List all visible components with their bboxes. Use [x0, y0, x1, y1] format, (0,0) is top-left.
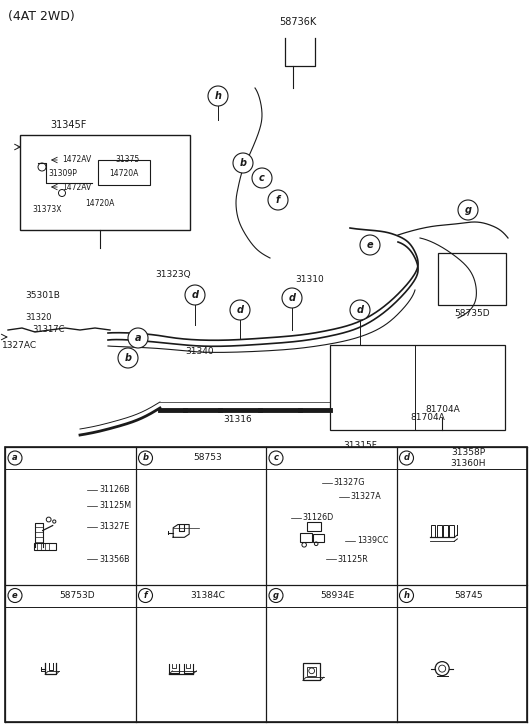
Text: 31310: 31310 [295, 276, 324, 284]
Bar [303, 663, 320, 680]
Circle shape [400, 451, 413, 465]
Text: 58753D: 58753D [59, 591, 95, 600]
Text: d: d [403, 454, 410, 462]
Text: 58736K: 58736K [279, 17, 317, 27]
Bar [20, 135, 190, 230]
Text: 1472AV: 1472AV [62, 156, 92, 164]
Text: d: d [356, 305, 363, 315]
Circle shape [233, 153, 253, 173]
Bar [431, 526, 436, 537]
Text: 81704A: 81704A [425, 406, 460, 414]
Text: 1472AV: 1472AV [62, 182, 92, 191]
Text: 14720A: 14720A [109, 169, 139, 177]
Text: h: h [403, 591, 410, 600]
Text: 35301B: 35301B [25, 291, 60, 300]
Text: 58753: 58753 [193, 454, 222, 462]
Circle shape [118, 348, 138, 368]
Text: 1327AC: 1327AC [2, 340, 37, 350]
Text: c: c [273, 454, 278, 462]
Text: 31358P
31360H: 31358P 31360H [451, 449, 486, 467]
Circle shape [350, 300, 370, 320]
Circle shape [269, 451, 283, 465]
Text: 31309P: 31309P [48, 169, 77, 177]
Text: a: a [12, 454, 18, 462]
Text: 14720A: 14720A [85, 198, 114, 207]
Text: 31375: 31375 [115, 156, 139, 164]
Text: 31327E: 31327E [99, 522, 129, 531]
Circle shape [138, 588, 153, 603]
Text: e: e [12, 591, 18, 600]
Text: 81704A: 81704A [410, 414, 445, 422]
Bar [307, 667, 317, 676]
Circle shape [268, 190, 288, 210]
Text: f: f [144, 591, 147, 600]
Text: 31126B: 31126B [99, 486, 130, 494]
Circle shape [282, 288, 302, 308]
Circle shape [185, 285, 205, 305]
Text: b: b [124, 353, 131, 363]
Text: g: g [464, 205, 471, 215]
Bar [34, 542, 56, 550]
Text: (4AT 2WD): (4AT 2WD) [8, 10, 75, 23]
Text: 31340: 31340 [186, 348, 214, 356]
Bar [98, 160, 150, 185]
Text: 31125M: 31125M [99, 502, 131, 510]
Bar [313, 534, 323, 542]
Text: 58934E: 58934E [321, 591, 355, 600]
Text: 31323Q: 31323Q [155, 270, 190, 279]
Bar [330, 345, 505, 430]
Text: d: d [237, 305, 244, 315]
Text: 31345F: 31345F [50, 120, 86, 130]
Bar [307, 522, 321, 531]
Text: 31373X: 31373X [32, 206, 62, 214]
Bar [438, 253, 506, 305]
Text: 31317C: 31317C [32, 326, 64, 334]
Text: 31126D: 31126D [303, 513, 334, 522]
Circle shape [230, 300, 250, 320]
Bar [449, 526, 454, 537]
Text: 31384C: 31384C [190, 591, 225, 600]
Circle shape [8, 451, 22, 465]
Circle shape [458, 200, 478, 220]
Text: 31320: 31320 [25, 313, 52, 323]
Circle shape [138, 451, 153, 465]
Text: g: g [273, 591, 279, 600]
Text: 31327A: 31327A [351, 492, 381, 501]
Text: 31356B: 31356B [99, 555, 130, 563]
Text: 31316: 31316 [223, 416, 252, 425]
Circle shape [128, 328, 148, 348]
Text: e: e [367, 240, 373, 250]
Text: 58735D: 58735D [454, 308, 490, 318]
Text: b: b [143, 454, 148, 462]
Text: h: h [214, 91, 221, 101]
Circle shape [8, 588, 22, 603]
Text: 31315F: 31315F [343, 441, 377, 449]
Bar [443, 526, 447, 537]
Text: 31327G: 31327G [334, 478, 365, 487]
Text: 1339CC: 1339CC [358, 536, 389, 545]
Bar [5, 447, 527, 722]
Circle shape [269, 588, 283, 603]
Text: 31125R: 31125R [338, 555, 369, 563]
Text: f: f [276, 195, 280, 205]
Text: d: d [288, 293, 295, 303]
Text: c: c [259, 173, 265, 183]
Text: b: b [239, 158, 246, 168]
Text: d: d [192, 290, 198, 300]
Text: a: a [135, 333, 142, 343]
Circle shape [360, 235, 380, 255]
Circle shape [252, 168, 272, 188]
Bar [300, 532, 312, 542]
Circle shape [208, 86, 228, 106]
Bar [437, 526, 442, 537]
Circle shape [400, 588, 413, 603]
Text: 58745: 58745 [454, 591, 483, 600]
